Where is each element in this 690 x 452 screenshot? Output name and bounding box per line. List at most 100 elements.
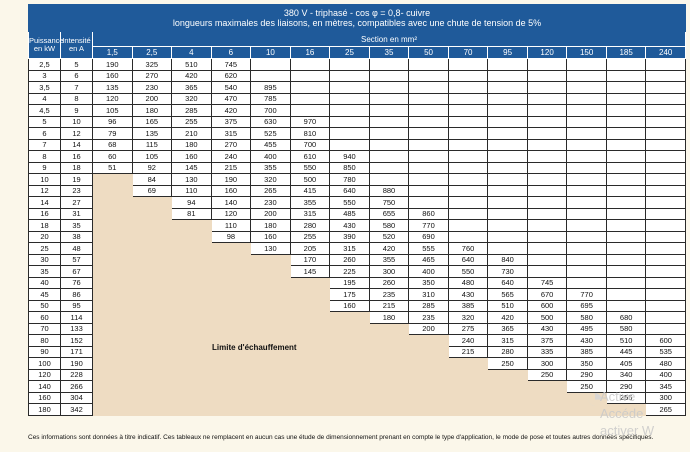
- limit-zone-cell: [447, 403, 489, 416]
- limit-zone-cell: [131, 219, 173, 232]
- limit-zone-cell: [250, 288, 291, 301]
- limit-zone-cell: [131, 357, 173, 370]
- footnote: Ces informations sont données à titre in…: [28, 434, 654, 441]
- length-cell: 940: [329, 150, 370, 163]
- length-cell: 640: [329, 184, 370, 197]
- length-cell: [605, 219, 647, 232]
- length-cell: [566, 196, 607, 209]
- watermark-line3: activer W: [600, 423, 655, 438]
- length-cell: [487, 173, 528, 186]
- power-cell: 45: [28, 288, 61, 301]
- table-row: 7 14 68 115 180 270 455 700: [28, 138, 686, 151]
- length-cell: 235: [408, 311, 449, 324]
- length-cell: [645, 276, 686, 289]
- length-cell: 695: [566, 299, 607, 312]
- length-cell: 760: [447, 242, 489, 255]
- length-cell: [605, 127, 647, 140]
- length-cell: 785: [250, 92, 291, 105]
- table-row: 140 266 250 290 345: [28, 380, 686, 393]
- length-cell: [447, 104, 489, 117]
- table-row: 100 190 250 300 350 405 480: [28, 357, 686, 370]
- power-column-header: Puissance en kW: [28, 31, 64, 59]
- limit-zone-cell: [92, 265, 133, 278]
- length-cell: [566, 230, 607, 243]
- length-cell: [408, 81, 449, 94]
- length-cell: [645, 58, 686, 71]
- table-row: 40 76 195 260 350 480 640 745: [28, 276, 686, 289]
- length-cell: [645, 127, 686, 140]
- watermark-logo-icon: ◔: [586, 382, 605, 415]
- length-cell: [487, 207, 528, 220]
- length-cell: [566, 161, 607, 174]
- current-cell: 27: [60, 196, 93, 209]
- current-cell: 57: [60, 253, 93, 266]
- limit-zone-cell: [131, 299, 173, 312]
- limit-zone-cell: [92, 276, 133, 289]
- length-cell: 120: [210, 207, 252, 220]
- length-cell: 970: [289, 115, 331, 128]
- power-cell: 3: [28, 69, 61, 82]
- length-cell: 130: [250, 242, 291, 255]
- length-cell: 51: [92, 161, 133, 174]
- limit-zone-cell: [329, 403, 370, 416]
- length-cell: [487, 92, 528, 105]
- limit-zone-cell: [131, 196, 173, 209]
- limit-zone-cell: [250, 403, 291, 416]
- length-cell: 630: [250, 115, 291, 128]
- power-cell: 35: [28, 265, 61, 278]
- length-cell: 480: [645, 357, 686, 370]
- length-cell: [566, 115, 607, 128]
- section-cell: 2,5: [131, 46, 173, 59]
- limit-zone-cell: [210, 311, 252, 324]
- length-cell: [605, 184, 647, 197]
- current-cell: 10: [60, 115, 93, 128]
- limit-zone-cell: [408, 403, 449, 416]
- limit-zone-cell: [92, 299, 133, 312]
- limit-zone-cell: [210, 288, 252, 301]
- length-cell: [447, 219, 489, 232]
- length-cell: [526, 69, 568, 82]
- current-cell: 86: [60, 288, 93, 301]
- length-cell: [487, 196, 528, 209]
- length-cell: 280: [289, 219, 331, 232]
- length-cell: 700: [289, 138, 331, 151]
- limit-zone-cell: [171, 345, 212, 358]
- length-cell: [566, 173, 607, 186]
- length-cell: [487, 230, 528, 243]
- length-cell: 79: [92, 127, 133, 140]
- length-cell: [329, 138, 370, 151]
- length-cell: [526, 173, 568, 186]
- limit-zone-cell: [131, 242, 173, 255]
- power-cell: 2,5: [28, 58, 61, 71]
- length-cell: 480: [447, 276, 489, 289]
- length-cell: [526, 161, 568, 174]
- length-cell: 255: [171, 115, 212, 128]
- length-cell: 280: [487, 345, 528, 358]
- section-cell: 1,5: [92, 46, 133, 59]
- limit-zone-cell: [447, 391, 489, 404]
- length-cell: [447, 127, 489, 140]
- length-cell: 115: [131, 138, 173, 151]
- length-cell: 315: [210, 127, 252, 140]
- limit-zone-cell: [92, 219, 133, 232]
- limit-zone-cell: [92, 173, 133, 186]
- length-cell: 430: [526, 322, 568, 335]
- length-cell: [645, 311, 686, 324]
- length-cell: 510: [605, 334, 647, 347]
- limit-zone-cell: [250, 391, 291, 404]
- current-cell: 31: [60, 207, 93, 220]
- length-cell: 180: [250, 219, 291, 232]
- length-cell: [487, 104, 528, 117]
- length-cell: 420: [210, 104, 252, 117]
- section-values-row: 1,5 2,5 4 6 10 16 25 35 50 70 95 120 150 185 240: [29, 46, 686, 59]
- power-cell: 6: [28, 127, 61, 140]
- length-cell: 355: [289, 196, 331, 209]
- length-cell: 420: [368, 242, 410, 255]
- limit-zone-cell: [408, 345, 449, 358]
- current-cell: 23: [60, 184, 93, 197]
- length-cell: 205: [289, 242, 331, 255]
- limit-zone-cell: [329, 345, 370, 358]
- length-cell: [645, 322, 686, 335]
- length-cell: [408, 92, 449, 105]
- length-cell: 180: [171, 138, 212, 151]
